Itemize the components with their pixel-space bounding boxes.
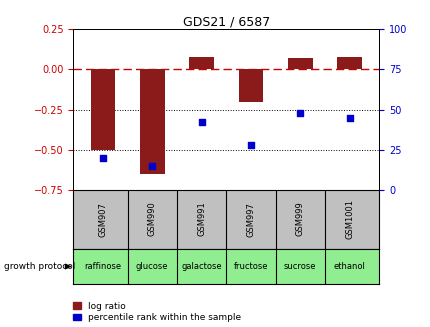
Text: GSM991: GSM991	[197, 202, 206, 236]
Point	[247, 142, 254, 147]
Text: GSM1001: GSM1001	[344, 199, 353, 239]
Text: galactose: galactose	[181, 262, 221, 271]
Text: raffinose: raffinose	[84, 262, 121, 271]
Text: glucose: glucose	[136, 262, 168, 271]
Point	[198, 120, 205, 125]
Text: GSM990: GSM990	[147, 202, 157, 236]
Text: GSM999: GSM999	[295, 202, 304, 236]
Text: growth protocol: growth protocol	[4, 262, 76, 271]
Bar	[238, 70, 263, 101]
Bar	[140, 70, 164, 174]
Point	[296, 110, 303, 115]
Text: ethanol: ethanol	[333, 262, 365, 271]
Text: GSM907: GSM907	[98, 202, 107, 236]
Point	[148, 163, 155, 168]
Bar	[287, 58, 312, 70]
Legend: log ratio, percentile rank within the sample: log ratio, percentile rank within the sa…	[73, 302, 240, 322]
Bar	[90, 70, 115, 150]
Point	[99, 155, 106, 160]
Text: sucrose: sucrose	[283, 262, 316, 271]
Bar	[189, 57, 213, 70]
Title: GDS21 / 6587: GDS21 / 6587	[182, 15, 269, 28]
Bar	[337, 57, 361, 70]
Text: fructose: fructose	[233, 262, 267, 271]
Point	[345, 115, 352, 120]
Text: GSM997: GSM997	[246, 202, 255, 236]
